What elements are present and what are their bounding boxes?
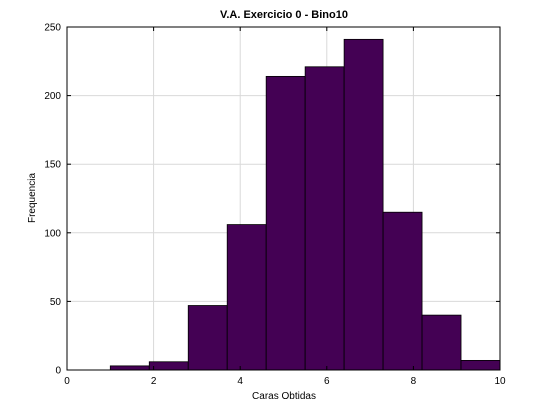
y-tick-label: 250: [44, 23, 61, 34]
x-axis-ticks: 0 2 4 6 8 10: [64, 27, 506, 387]
y-tick-label: 0: [55, 366, 61, 377]
x-tick-label: 2: [151, 376, 157, 387]
y-tick-label: 100: [44, 228, 61, 239]
plot-frame: [66, 26, 501, 371]
histogram-bar-1: [109, 365, 150, 371]
y-tick-label: 50: [50, 297, 62, 308]
histogram-bar-3: [187, 305, 228, 371]
x-tick-label: 4: [237, 376, 243, 387]
x-tick-label: 0: [64, 376, 70, 387]
histogram-bar-4: [226, 224, 267, 371]
histogram-bar-8: [382, 211, 423, 371]
x-tick-label: 8: [411, 376, 417, 387]
histogram-bar-10: [460, 359, 501, 371]
y-axis-ticks: 0 50 100 150 200 250: [44, 23, 500, 377]
histogram-bar-5: [265, 75, 306, 371]
histogram-bar-9: [421, 314, 462, 371]
y-tick-label: 150: [44, 160, 61, 171]
y-tick-label: 200: [44, 91, 61, 102]
histogram-bar-2: [148, 361, 189, 371]
histogram-bar-7: [343, 38, 384, 371]
bars: [109, 38, 501, 371]
histogram-bar-6: [304, 66, 345, 371]
x-axis-label: Caras Obtidas: [252, 391, 316, 402]
y-axis-label: Frequencia: [27, 173, 38, 223]
x-tick-label: 10: [494, 376, 506, 387]
x-tick-label: 6: [324, 376, 330, 387]
chart-title: V.A. Exercicio 0 - Bino10: [220, 9, 348, 21]
